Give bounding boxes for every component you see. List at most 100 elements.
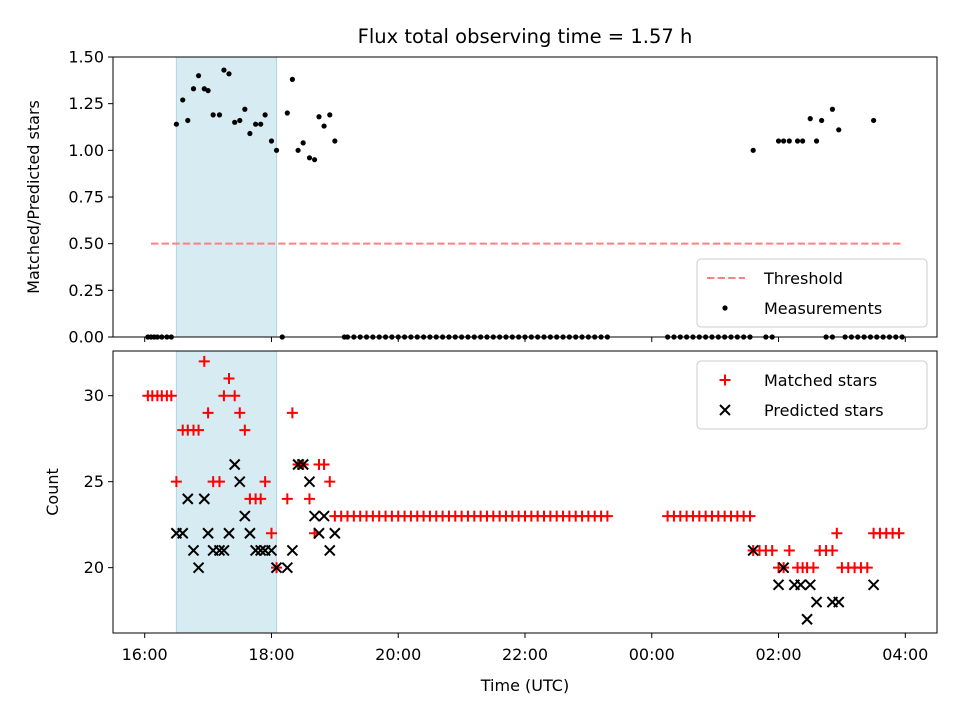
measurements-point: [180, 97, 186, 103]
x-tick-label: 20:00: [375, 645, 421, 664]
measurements-point: [262, 112, 268, 118]
measurements-point: [794, 138, 801, 144]
y-tick-label: 30: [84, 386, 104, 405]
count-panel: 20 25 30 16:00 18:00 20:00 22:00 00:00 02:00 04:…: [43, 350, 938, 695]
y-tick-label: 25: [84, 472, 104, 491]
predicted-stars-point: [182, 493, 194, 505]
legend-label: Matched stars: [764, 371, 877, 390]
matched-stars-point: [229, 390, 241, 402]
matched-stars-point: [766, 544, 778, 556]
measurements-point: [775, 138, 782, 144]
measurements-point: [316, 114, 322, 120]
predicted-stars-point: [202, 527, 214, 539]
matched-stars-point: [223, 373, 235, 385]
count-points: [142, 355, 905, 625]
predicted-stars-point: [297, 458, 309, 471]
count-y-axis: 20 25 30: [84, 386, 113, 577]
predicted-stars-point: [292, 458, 304, 471]
measurements-point: [807, 116, 813, 122]
predicted-stars-point: [801, 613, 813, 625]
count-axes-frame: [112, 350, 938, 634]
x-tick-label: 22:00: [502, 645, 548, 664]
measurements-point: [813, 138, 820, 144]
legend-label: Threshold: [763, 269, 843, 288]
measurements-point: [258, 121, 264, 127]
matched-stars-point: [239, 424, 251, 436]
measurements-point: [800, 138, 806, 144]
predicted-stars-point: [795, 579, 807, 591]
predicted-stars-point: [303, 475, 316, 488]
y-tick-label: 1.50: [68, 48, 104, 67]
predicted-stars-point: [213, 544, 226, 557]
predicted-stars-point: [239, 510, 251, 522]
legend-matched-stars-point: [719, 374, 731, 386]
measurements-point: [836, 127, 842, 133]
legend-label: Measurements: [764, 299, 882, 318]
y-tick-label: 0.00: [68, 328, 104, 347]
y-tick-label: 1.00: [68, 141, 104, 160]
measurements-point: [321, 123, 327, 129]
measurements-point: [284, 110, 290, 116]
predicted-stars-point: [777, 561, 790, 574]
measurements-point: [195, 73, 202, 79]
matched-stars-point: [265, 527, 277, 539]
measurements-point: [216, 112, 223, 118]
predicted-stars-point: [249, 544, 262, 557]
predicted-stars-point: [308, 510, 321, 522]
predicted-stars-point: [281, 561, 294, 574]
predicted-stars-point: [254, 544, 267, 557]
measurements-point: [871, 117, 877, 124]
measurements-point: [185, 117, 191, 124]
measurements-point: [750, 147, 756, 153]
predicted-stars-point: [244, 527, 256, 539]
y-tick-label: 1.25: [68, 94, 104, 113]
matched-stars-point: [281, 493, 293, 505]
matched-stars-point: [255, 493, 267, 505]
x-axis-label: Time (UTC): [480, 676, 569, 695]
matched-stars-point: [861, 562, 873, 574]
y-tick-label: 0.25: [68, 281, 104, 300]
measurements-point: [306, 155, 313, 161]
measurements-point: [819, 117, 825, 124]
predicted-stars-point: [318, 510, 330, 522]
ratio-y-label: Matched/Predicted stars: [24, 100, 43, 294]
matched-stars-point: [202, 407, 214, 419]
measurements-point: [332, 138, 338, 144]
observing-span-bottom: [175, 350, 278, 634]
measurements-point: [205, 88, 211, 94]
matched-stars-point: [744, 510, 756, 522]
predicted-stars-point: [833, 596, 845, 608]
matched-stars-point: [807, 562, 819, 574]
matched-stars-point: [303, 493, 315, 505]
ratio-axes-frame: [112, 56, 938, 338]
ratio-legend: Threshold Measurements: [696, 258, 928, 328]
measurements-point: [311, 157, 318, 163]
matched-stars-point: [193, 424, 205, 436]
count-x-axis: 16:00 18:00 20:00 22:00 00:00 02:00 04:00: [122, 633, 928, 664]
predicted-stars-point: [329, 527, 341, 539]
predicted-stars-point: [234, 475, 246, 488]
measurements-point: [781, 138, 787, 144]
predicted-stars-point: [198, 493, 210, 505]
y-tick-label: 0.75: [68, 188, 104, 207]
ratio-panel: 0.00 0.25 0.50 0.75 1.00 1.25 1.50 Matched/Pre…: [24, 48, 938, 347]
measurements-point: [221, 67, 227, 73]
x-tick-label: 04:00: [882, 645, 928, 664]
measurements-point: [237, 117, 243, 124]
predicted-stars-point: [286, 544, 299, 557]
matched-stars-point: [170, 476, 182, 488]
measurements-point: [226, 71, 232, 77]
measurements-point: [247, 130, 253, 137]
x-tick-label: 02:00: [755, 645, 801, 664]
x-tick-label: 18:00: [248, 645, 294, 664]
matched-stars-point: [783, 544, 795, 556]
predicted-stars-point: [804, 579, 816, 591]
predicted-stars-point: [187, 544, 200, 557]
predicted-stars-point: [223, 527, 235, 539]
matched-stars-point: [213, 476, 225, 488]
predicted-stars-point: [747, 544, 759, 557]
predicted-stars-point: [313, 527, 325, 539]
x-tick-label: 00:00: [629, 645, 675, 664]
predicted-stars-point: [228, 458, 241, 471]
